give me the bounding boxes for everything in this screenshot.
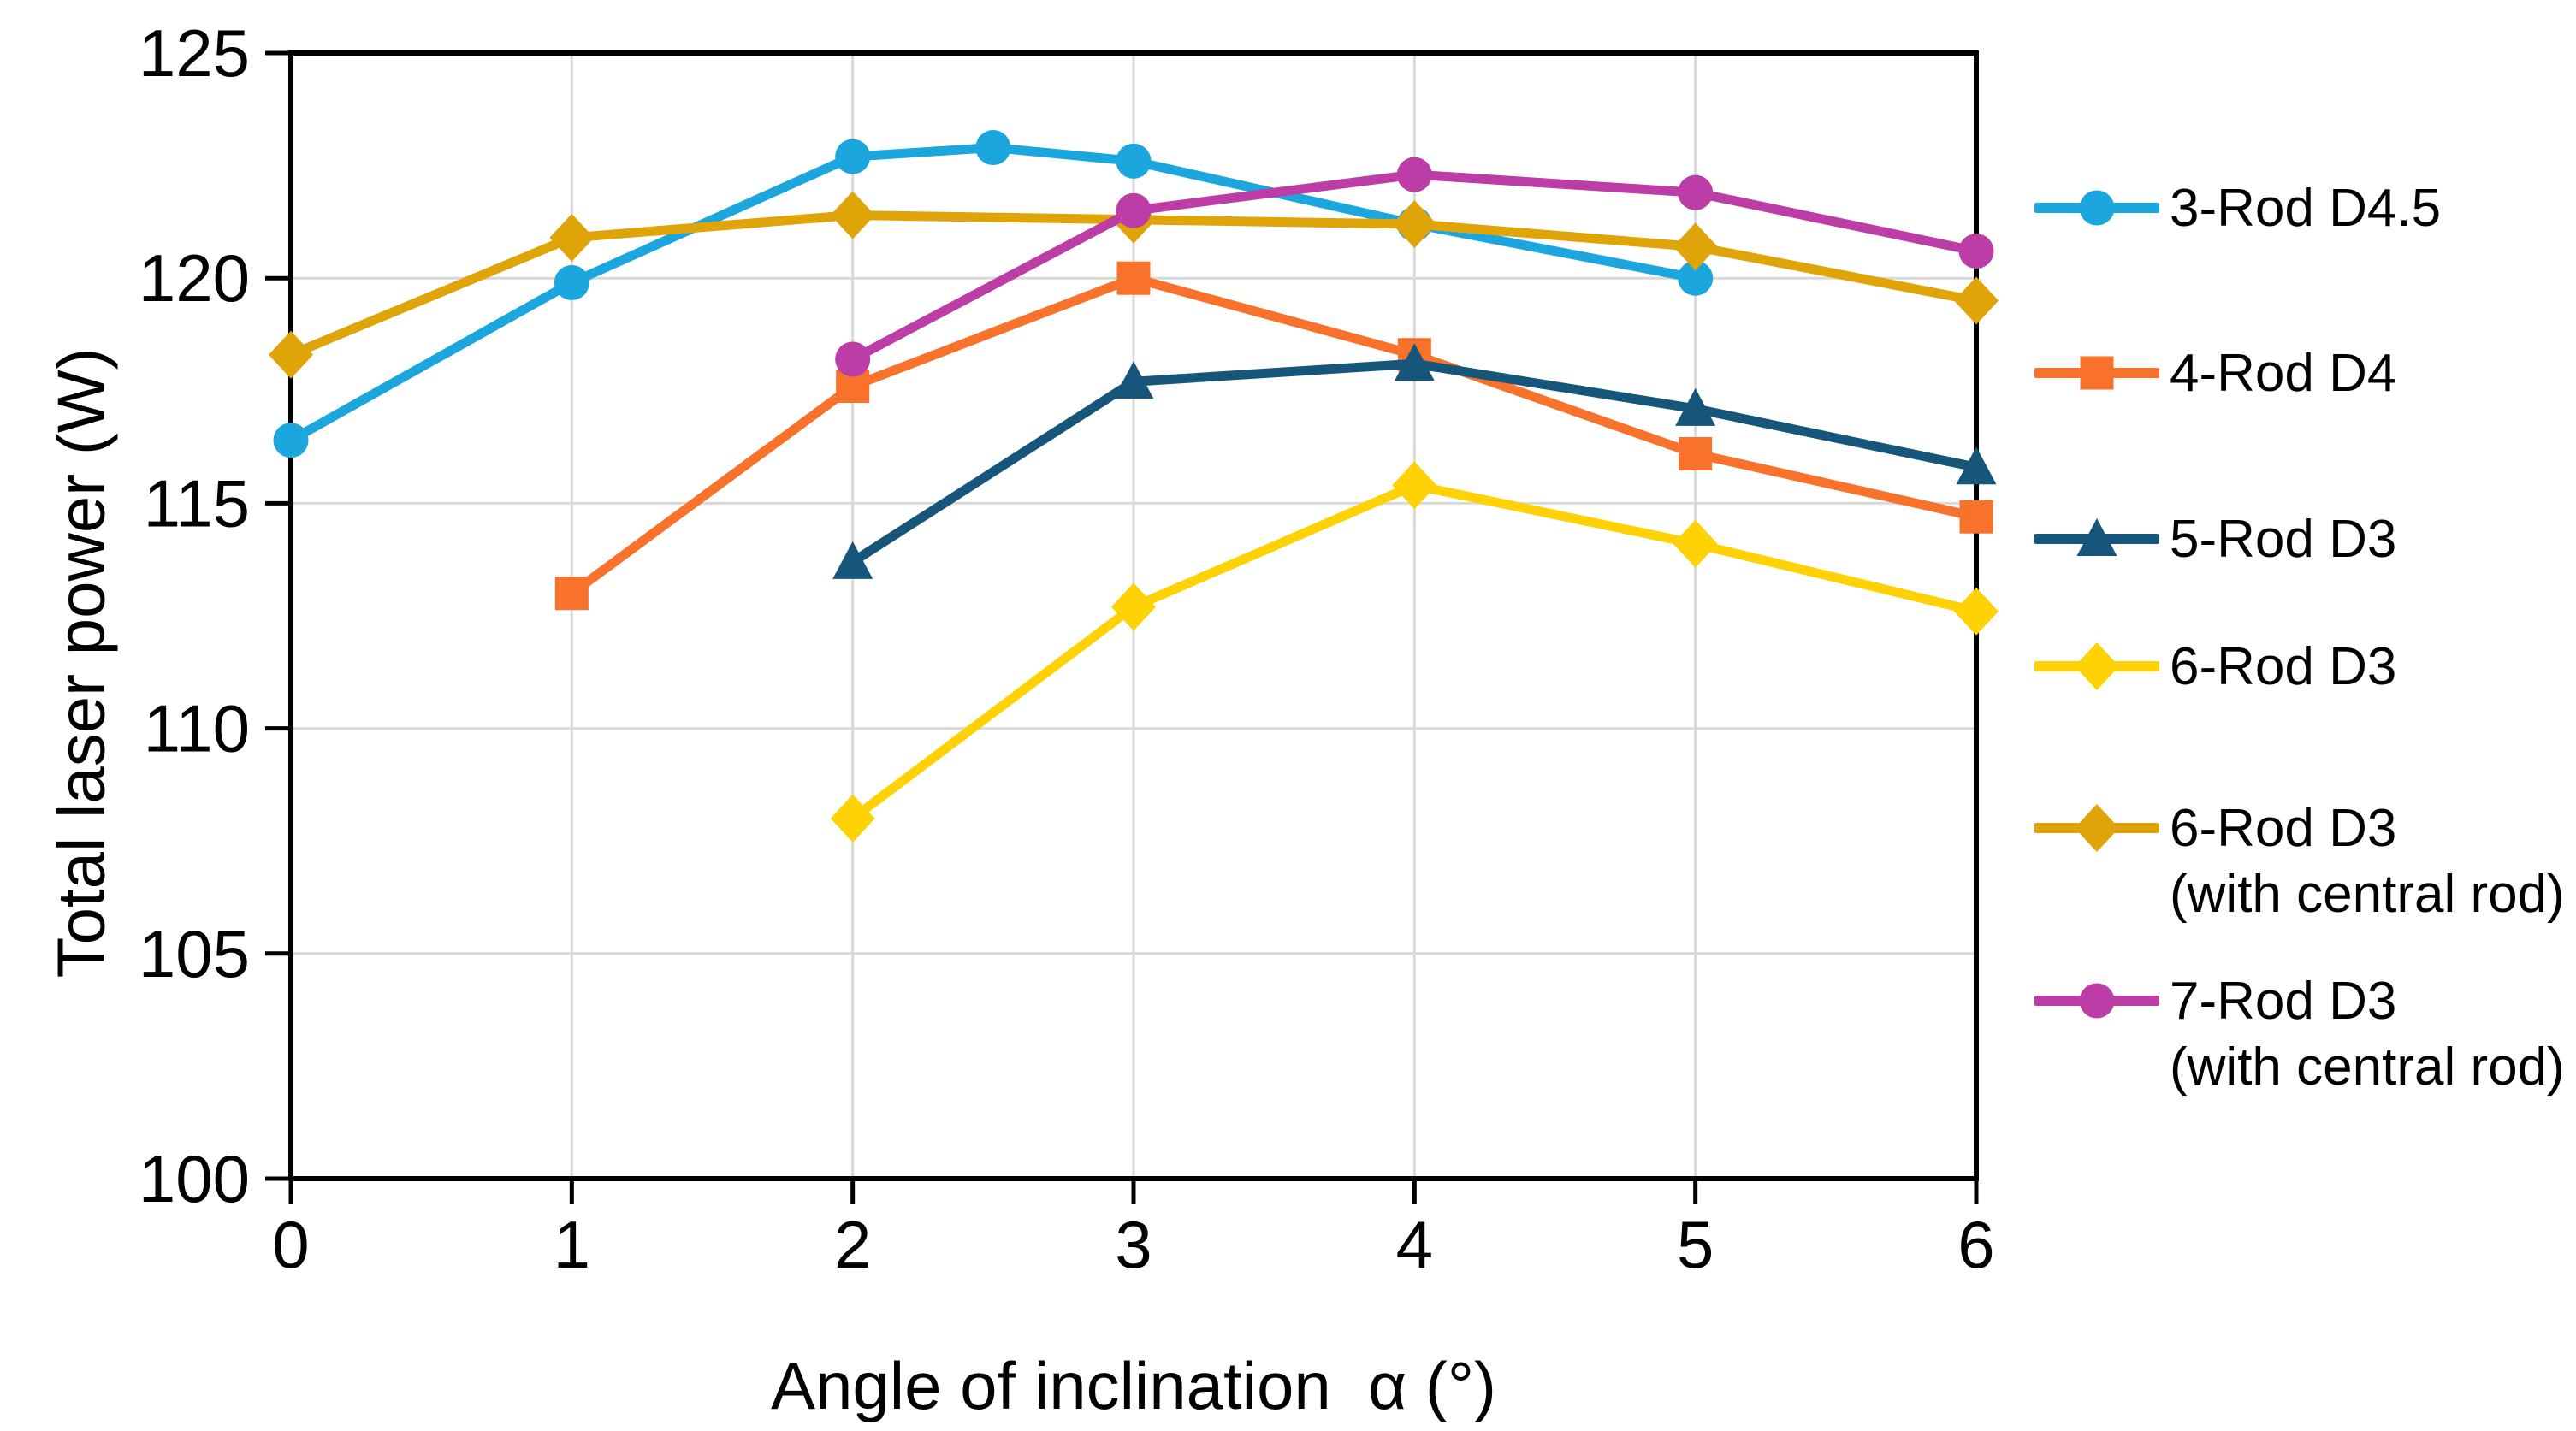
x-tick-label: 2 bbox=[834, 1207, 871, 1282]
circle-marker bbox=[554, 264, 589, 300]
series-7-rod-d3-central bbox=[835, 157, 1994, 377]
diamond-marker bbox=[830, 191, 875, 239]
diamond-marker bbox=[1392, 200, 1437, 249]
diamond-marker bbox=[549, 213, 595, 262]
y-axis-title: Total laser power (W) bbox=[43, 347, 119, 979]
circle-marker bbox=[1958, 234, 1994, 269]
triangle-marker bbox=[832, 541, 873, 579]
circle-marker bbox=[1116, 143, 1152, 179]
x-tick-label: 5 bbox=[1677, 1207, 1714, 1282]
circle-marker bbox=[1678, 174, 1714, 210]
x-tick-label: 0 bbox=[272, 1207, 309, 1282]
diamond-marker bbox=[1954, 276, 1999, 325]
diamond-marker bbox=[1673, 519, 1718, 568]
series-5-rod-d3 bbox=[832, 343, 1997, 579]
y-tick-label: 115 bbox=[144, 465, 250, 541]
series-line bbox=[286, 143, 1701, 446]
circle-marker bbox=[1678, 260, 1714, 296]
circle-marker bbox=[273, 423, 309, 458]
square-marker bbox=[1116, 261, 1151, 295]
triangle-marker bbox=[1394, 343, 1435, 381]
y-tick-label: 110 bbox=[144, 691, 250, 766]
y-tick-label: 125 bbox=[139, 15, 250, 91]
triangle-marker bbox=[1956, 446, 1997, 485]
x-tick-label: 4 bbox=[1396, 1207, 1433, 1282]
diamond-marker bbox=[1392, 461, 1437, 510]
x-tick-label: 6 bbox=[1957, 1207, 1994, 1282]
circle-marker bbox=[1396, 157, 1432, 192]
triangle-marker bbox=[1113, 361, 1154, 399]
square-marker bbox=[1679, 436, 1713, 470]
y-tick-label: 120 bbox=[139, 240, 250, 316]
x-tick-label: 3 bbox=[1115, 1207, 1152, 1282]
circle-marker bbox=[835, 139, 871, 174]
axes: 100 105 110 115 120 125 0 1 2 3 4 5 6 bbox=[139, 15, 1995, 1282]
circle-marker bbox=[975, 130, 1011, 166]
series-line bbox=[566, 273, 1981, 599]
diamond-marker bbox=[830, 794, 875, 843]
square-marker bbox=[1959, 500, 1993, 534]
diamond-marker bbox=[269, 330, 313, 379]
diamond-marker bbox=[1954, 587, 1999, 636]
series-6-rod-d3 bbox=[830, 461, 1999, 843]
x-tick-label: 1 bbox=[554, 1207, 590, 1282]
y-tick-label: 100 bbox=[139, 1141, 250, 1216]
diamond-marker bbox=[1111, 582, 1156, 631]
diamond-marker bbox=[1673, 222, 1718, 271]
circle-marker bbox=[835, 341, 871, 377]
triangle-marker bbox=[1675, 387, 1716, 426]
x-axis-title: Angle of inclination α (°) bbox=[770, 1348, 1497, 1423]
circle-marker bbox=[1116, 192, 1152, 228]
y-tick-label: 105 bbox=[139, 916, 250, 991]
square-marker bbox=[554, 577, 589, 611]
series-4-rod-d4 bbox=[554, 261, 1993, 611]
